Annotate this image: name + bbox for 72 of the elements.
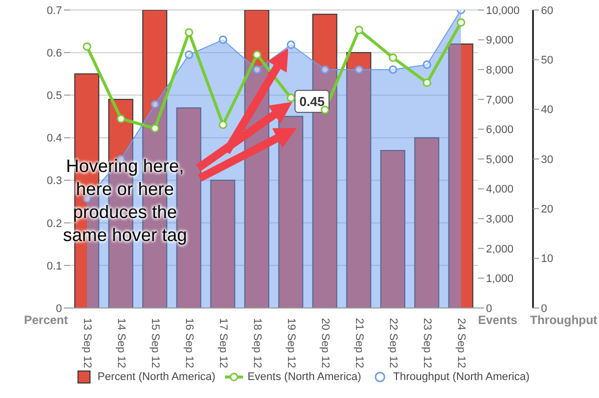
bar bbox=[278, 116, 304, 308]
y2-axis-title: Events bbox=[478, 313, 518, 327]
x-tick-label: 17 Sep 12 bbox=[217, 318, 229, 368]
y3-tick-label: 0 bbox=[541, 302, 548, 315]
point bbox=[320, 106, 330, 114]
point bbox=[218, 36, 228, 44]
point bbox=[456, 18, 466, 27]
y-tick-label: 0.6 bbox=[46, 47, 62, 60]
y3-axis-title: Throughput bbox=[530, 313, 598, 327]
x-tick-label: 18 Sep 12 bbox=[251, 318, 263, 368]
x-tick-label: 16 Sep 12 bbox=[183, 318, 195, 368]
point bbox=[184, 28, 194, 37]
y-axis-title: Percent bbox=[22, 313, 68, 327]
y2-tick-label: 0 bbox=[486, 302, 492, 315]
x-tick-label: 23 Sep 12 bbox=[421, 318, 433, 368]
point bbox=[252, 50, 262, 59]
y2-tick-label: 6,000 bbox=[486, 124, 514, 136]
point bbox=[286, 40, 296, 50]
y2-tick-label: 8,000 bbox=[486, 64, 514, 77]
y-tick-label: 0.4 bbox=[46, 132, 62, 145]
annotation: 0.45 bbox=[299, 94, 325, 109]
y3-tick-label: 60 bbox=[541, 4, 554, 17]
legend-label: Events (North America) bbox=[247, 371, 362, 383]
y2-tick-label: 5,000 bbox=[486, 154, 514, 166]
y-tick-label: 0.1 bbox=[46, 260, 62, 272]
x-tick-label: 19 Sep 12 bbox=[285, 318, 297, 368]
y2-tick-label: 9,000 bbox=[486, 34, 514, 47]
y-tick-label: 0.2 bbox=[46, 218, 62, 230]
x-tick-label: 13 Sep 12 bbox=[81, 318, 93, 368]
bar bbox=[448, 44, 474, 308]
y-tick-label: 0.5 bbox=[46, 90, 62, 102]
point bbox=[422, 78, 432, 87]
y2-tick-label: 1,000 bbox=[486, 273, 514, 286]
point bbox=[218, 120, 228, 129]
y2-tick-label: 7,000 bbox=[486, 94, 514, 106]
y2-tick-label: 4,000 bbox=[486, 184, 514, 196]
y3-tick-label: 10 bbox=[541, 253, 554, 266]
bar bbox=[346, 52, 372, 308]
point bbox=[116, 114, 126, 124]
bar bbox=[210, 180, 236, 308]
y2-tick-label: 10,000 bbox=[486, 4, 520, 17]
y-tick-label: 0.7 bbox=[46, 4, 62, 17]
y2-tick-label: 3,000 bbox=[486, 214, 514, 226]
point bbox=[184, 50, 194, 59]
x-tick-label: 24 Sep 12 bbox=[455, 318, 467, 368]
y-tick-label: 0.3 bbox=[46, 175, 62, 188]
x-tick-label: 15 Sep 12 bbox=[149, 318, 161, 368]
bar bbox=[380, 150, 406, 308]
point bbox=[320, 65, 330, 74]
point bbox=[82, 42, 92, 51]
point bbox=[422, 60, 432, 69]
y-tick-label: 0 bbox=[56, 302, 62, 315]
point bbox=[354, 26, 364, 34]
point bbox=[150, 124, 160, 133]
x-tick-label: 22 Sep 12 bbox=[387, 318, 399, 368]
x-tick-label: 14 Sep 12 bbox=[115, 318, 127, 368]
x-tick-label: 20 Sep 12 bbox=[319, 318, 331, 368]
y3-tick-label: 40 bbox=[541, 104, 554, 116]
y2-tick-label: 2,000 bbox=[486, 243, 514, 256]
legend-label: Percent (North America) bbox=[97, 371, 216, 383]
x-tick-label: 21 Sep 12 bbox=[353, 318, 365, 368]
legend-label: Throughput (North America) bbox=[393, 371, 530, 383]
y3-tick-label: 30 bbox=[541, 154, 554, 166]
y3-tick-label: 20 bbox=[541, 204, 554, 216]
point bbox=[388, 65, 398, 74]
point bbox=[388, 53, 398, 62]
y3-tick-label: 50 bbox=[541, 54, 554, 67]
point bbox=[286, 94, 296, 102]
point bbox=[150, 100, 160, 109]
bar bbox=[414, 137, 440, 308]
point bbox=[252, 65, 262, 74]
point bbox=[354, 65, 364, 74]
